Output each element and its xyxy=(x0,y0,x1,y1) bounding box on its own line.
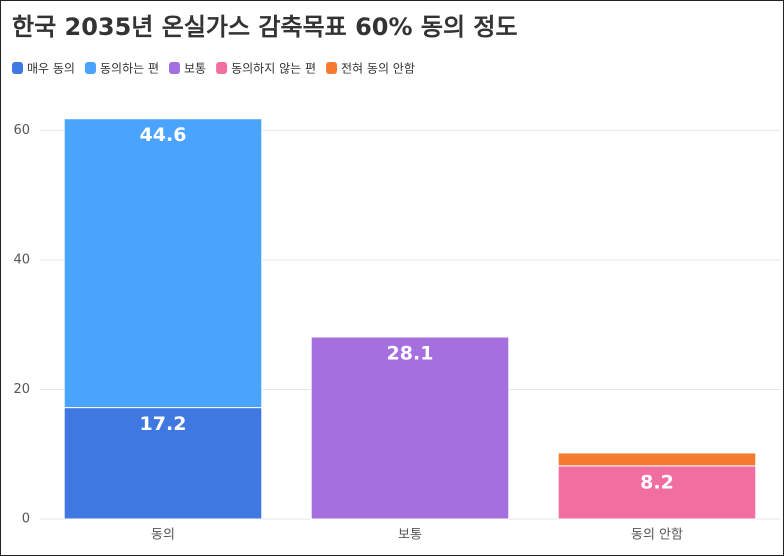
legend-swatch xyxy=(84,62,96,74)
x-tick-label: 동의 xyxy=(151,528,175,543)
legend-label: 동의하지 않는 편 xyxy=(231,62,316,76)
value-label: 8.2 xyxy=(640,471,674,493)
legend-label: 동의하는 편 xyxy=(100,62,159,76)
y-tick-label: 0 xyxy=(22,512,30,527)
legend-swatch xyxy=(169,62,180,74)
legend-label: 전혀 동의 안함 xyxy=(341,62,415,76)
legend-swatch xyxy=(216,62,228,74)
x-tick-label: 보통 xyxy=(398,528,422,543)
legend-label: 보통 xyxy=(184,62,206,76)
bar-segment xyxy=(63,118,263,409)
bar-segment xyxy=(557,452,757,467)
bar-segment xyxy=(310,336,510,520)
chart-title: 한국 2035년 온실가스 감축목표 60% 동의 정도 xyxy=(12,13,518,41)
legend-swatch xyxy=(12,62,23,74)
value-label: 17.2 xyxy=(140,413,187,435)
value-label: 28.1 xyxy=(387,342,434,364)
y-tick-label: 60 xyxy=(13,123,30,138)
value-label: 44.6 xyxy=(140,124,187,146)
y-tick-label: 40 xyxy=(13,252,30,267)
bar-segment xyxy=(63,407,263,520)
x-tick-label: 동의 안함 xyxy=(631,528,683,543)
bar-segment xyxy=(557,465,757,520)
legend-swatch xyxy=(326,62,338,74)
y-tick-label: 20 xyxy=(13,382,30,397)
legend-label: 매우 동의 xyxy=(27,62,75,76)
